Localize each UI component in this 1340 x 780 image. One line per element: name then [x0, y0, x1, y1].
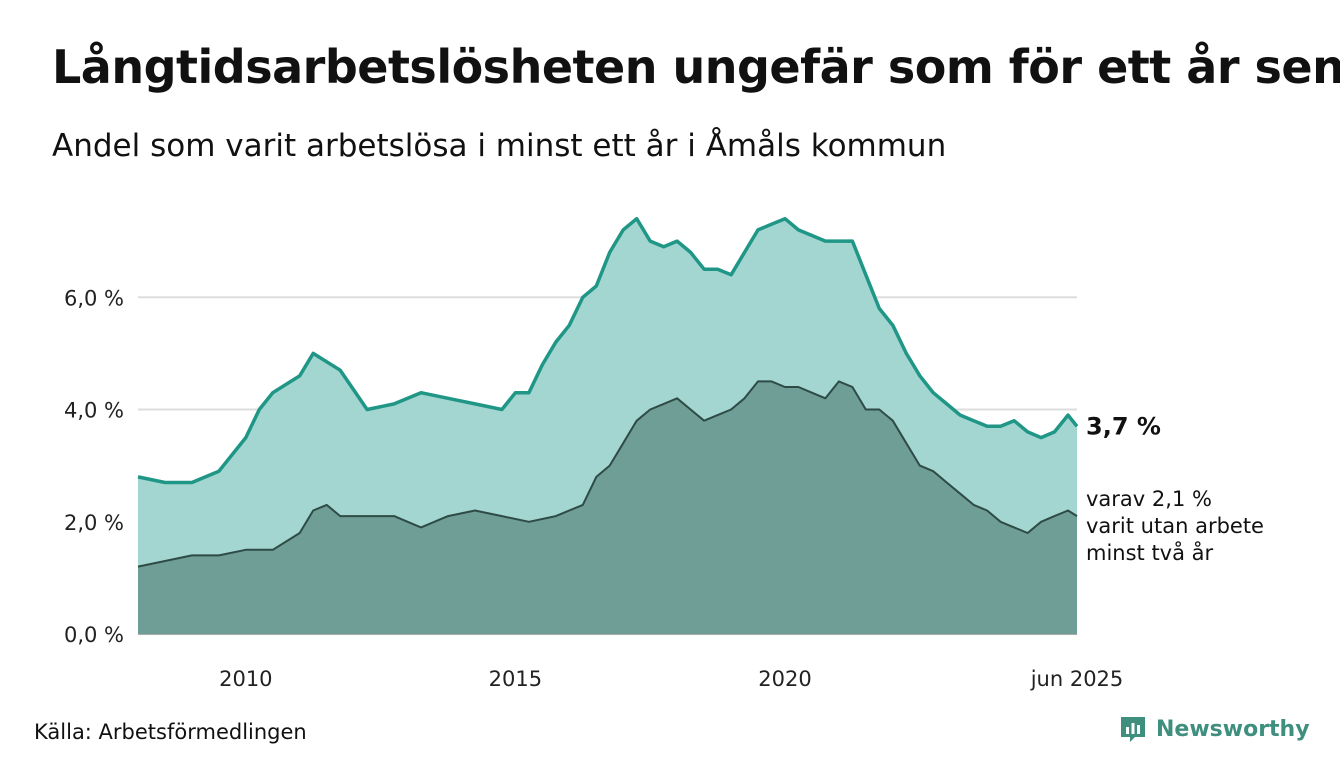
- chart-subtitle: Andel som varit arbetslösa i minst ett å…: [52, 128, 947, 164]
- y-tick-label: 0,0 %: [64, 623, 124, 647]
- y-tick-label: 2,0 %: [64, 511, 124, 535]
- x-tick-label: 2010: [219, 667, 272, 691]
- brand-logo: Newsworthy: [1118, 714, 1310, 744]
- y-tick-label: 4,0 %: [64, 399, 124, 423]
- source-note: Källa: Arbetsförmedlingen: [34, 720, 307, 744]
- chart-labels: 0,0 % 2,0 % 4,0 % 6,0 % 2010 2015 2020 jun 2025…: [64, 286, 1264, 691]
- x-tick-label: 2015: [489, 667, 542, 691]
- chart-title: Långtidsarbetslösheten ungefär som för e…: [52, 40, 1340, 94]
- x-tick-label: 2020: [758, 667, 811, 691]
- over-two-years-line: [137, 380, 1078, 568]
- long-term-unemployed-line: [137, 216, 1079, 485]
- end-label-inner-line: varav 2,1 %: [1086, 487, 1212, 511]
- y-tick-label: 6,0 %: [64, 286, 124, 310]
- over-two-years-area: [138, 381, 1077, 634]
- end-label-inner-line: minst två år: [1086, 540, 1214, 565]
- end-label-inner-line: varit utan arbete: [1086, 514, 1264, 538]
- brand-name: Newsworthy: [1156, 716, 1310, 742]
- end-label-outer: 3,7 %: [1086, 412, 1161, 440]
- x-tick-label: jun 2025: [1030, 667, 1124, 691]
- area-series: [137, 216, 1079, 634]
- newsworthy-logo-icon: [1121, 717, 1145, 742]
